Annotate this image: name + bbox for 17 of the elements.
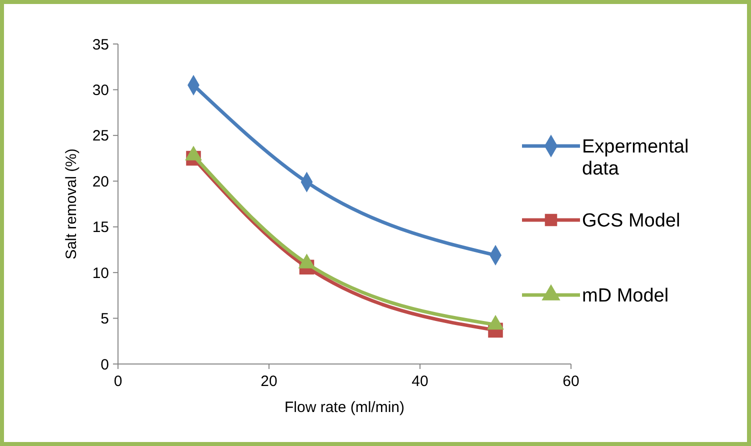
- y-axis-title: Salt removal (%): [63, 148, 80, 260]
- y-tick-label: 35: [92, 36, 109, 54]
- legend-label: mD Model: [582, 286, 669, 307]
- y-tick-label: 5: [100, 310, 109, 328]
- x-tick-label: 40: [412, 373, 428, 390]
- y-tick-label: 30: [92, 82, 109, 99]
- y-tick-label: 0: [100, 356, 109, 374]
- y-tick-label: 25: [92, 128, 109, 145]
- legend-label: Expermental data: [582, 136, 689, 180]
- x-tick-label: 0: [114, 373, 122, 390]
- legend-label: GCS Model: [582, 210, 680, 232]
- y-tick-label: 20: [92, 173, 109, 190]
- x-tick-label: 20: [260, 373, 278, 390]
- y-tick-label: 15: [92, 219, 109, 236]
- y-tick-label: 10: [92, 264, 109, 282]
- x-tick-label: 60: [562, 373, 580, 390]
- x-axis-title: Flow rate (ml/min): [284, 399, 405, 416]
